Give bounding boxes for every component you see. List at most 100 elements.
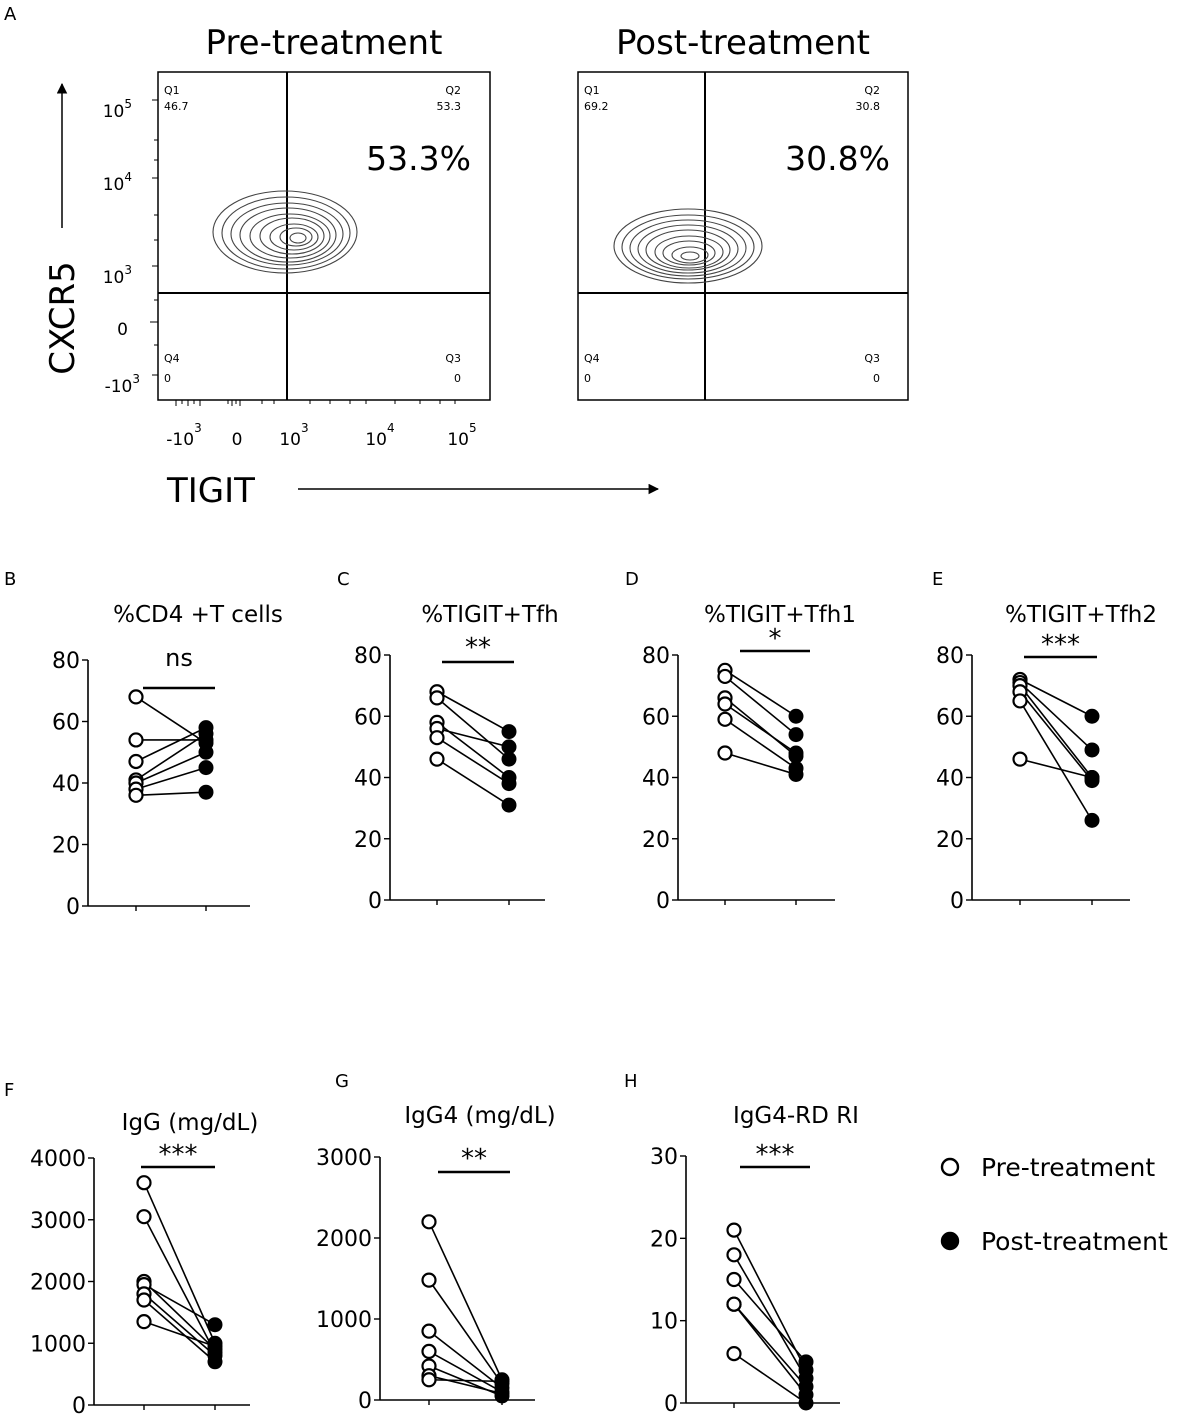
post-point (788, 745, 804, 761)
panel-title: %TIGIT+Tfh (421, 602, 558, 628)
post-point (198, 784, 214, 800)
y-tick-label: 0 (358, 1389, 372, 1414)
y-tick-label: 3000 (30, 1209, 86, 1234)
pair-line (724, 675, 797, 736)
pair-line (724, 718, 797, 769)
flow-plot-pre: Pre-treatment Q1 46.7 Q2 53.3 Q4 0 Q3 0 … (157, 23, 491, 401)
panel-title: %CD4 +T cells (113, 602, 283, 628)
y-tick-label: 1000 (316, 1308, 372, 1333)
post-point (1084, 708, 1100, 724)
pair-line (428, 1279, 503, 1385)
y-tick-label: 40 (354, 767, 382, 792)
post-point (501, 797, 517, 813)
y-tick-label: 0 (72, 1394, 86, 1419)
y-tick-label: 0 (950, 889, 964, 914)
pre-point (1012, 751, 1028, 767)
pair-line (724, 669, 797, 717)
pair-line (135, 696, 207, 744)
y-tick-label: 103 (103, 263, 132, 288)
pair-line (436, 697, 510, 760)
panel-letter: E (932, 569, 943, 590)
panel-letter: C (337, 569, 350, 590)
q1-label: Q1 (584, 84, 600, 97)
post-point (207, 1354, 223, 1370)
q3-value: 0 (873, 372, 880, 385)
pair-line (1019, 700, 1093, 821)
post-point (798, 1354, 814, 1370)
post-point (1084, 742, 1100, 758)
post-point (494, 1386, 510, 1402)
q3-label: Q3 (864, 352, 880, 365)
y-tick-label: 40 (642, 767, 670, 792)
pre-point (136, 1209, 152, 1225)
pre-point (726, 1271, 742, 1288)
significance-label: ** (461, 1144, 487, 1174)
pair-line (733, 1229, 807, 1371)
y-tick-label: 0 (664, 1392, 678, 1417)
panel-title: %TIGIT+Tfh1 (704, 602, 856, 628)
post-point (198, 726, 214, 742)
post-point (501, 724, 517, 740)
pre-point (128, 787, 144, 803)
pre-point (136, 1175, 152, 1191)
y-tick-label: 1000 (30, 1332, 86, 1357)
q2-value: 30.8 (856, 100, 881, 113)
significance-label: ** (465, 633, 491, 663)
panel-b: B %CD4 +T cells 0 20 40 60 80 ns (4, 569, 283, 920)
pre-point (726, 1345, 742, 1362)
pair-line (1019, 678, 1093, 717)
pair-line (436, 758, 510, 806)
pair-line (428, 1221, 503, 1381)
legend-label-pre: Pre-treatment (981, 1153, 1155, 1182)
panel-title: IgG (mg/dL) (122, 1110, 259, 1136)
post-point (501, 751, 517, 767)
pair-line (428, 1350, 503, 1393)
pair-line (143, 1293, 216, 1357)
pre-point (429, 751, 445, 767)
y-tick-label: 30 (650, 1145, 678, 1170)
panel-letter-a: A (4, 4, 17, 25)
q4-value: 0 (584, 372, 591, 385)
pair-line (143, 1182, 216, 1344)
panel-f: F IgG (mg/dL) 0 1000 2000 3000 4000 *** (4, 1080, 258, 1419)
y-tick-label: 60 (52, 711, 80, 736)
pair-line (724, 752, 797, 776)
pair-line (135, 733, 207, 781)
q4-label: Q4 (584, 352, 600, 365)
post-point (788, 766, 804, 782)
pre-point (717, 696, 733, 712)
pre-point (726, 1247, 742, 1263)
pair-line (436, 737, 510, 785)
panel-e: E %TIGIT+Tfh2 0 20 40 60 80 *** (932, 569, 1157, 914)
pair-line (135, 751, 207, 784)
pair-line (436, 727, 510, 748)
y-tick-label: 40 (936, 767, 964, 792)
panel-letter: D (625, 569, 639, 590)
y-tick-label: 20 (52, 834, 80, 859)
panel-letter: F (4, 1080, 14, 1101)
pre-point (421, 1214, 437, 1230)
y-tick-label: 20 (354, 828, 382, 853)
pre-point (726, 1222, 742, 1238)
pair-line (1019, 758, 1093, 779)
pre-point (429, 690, 445, 706)
y-tick-label: -103 (105, 372, 140, 397)
post-point (501, 739, 517, 755)
panel-letter: G (335, 1071, 349, 1092)
pair-line (143, 1216, 216, 1353)
legend-label-post: Post-treatment (981, 1227, 1168, 1256)
significance-label: *** (756, 1140, 795, 1170)
x-axis-label-tigit: TIGIT (166, 471, 255, 511)
y-tick-label: 0 (117, 320, 128, 340)
pair-line (733, 1352, 807, 1404)
q2-label: Q2 (864, 84, 880, 97)
pre-point (421, 1372, 437, 1388)
x-tick-label: 0 (232, 430, 243, 450)
y-tick-label: 104 (103, 170, 132, 195)
post-point (788, 708, 804, 724)
paired-scatter-panels: B %CD4 +T cells 0 20 40 60 80 ns C %TIGIT+Tfh 0 20 4… (4, 569, 1157, 1419)
post-point (1084, 770, 1100, 785)
q1-value: 69.2 (584, 100, 609, 113)
y-tick-label: 80 (642, 644, 670, 669)
panel-d: D %TIGIT+Tfh1 0 20 40 60 80 * (625, 569, 856, 914)
